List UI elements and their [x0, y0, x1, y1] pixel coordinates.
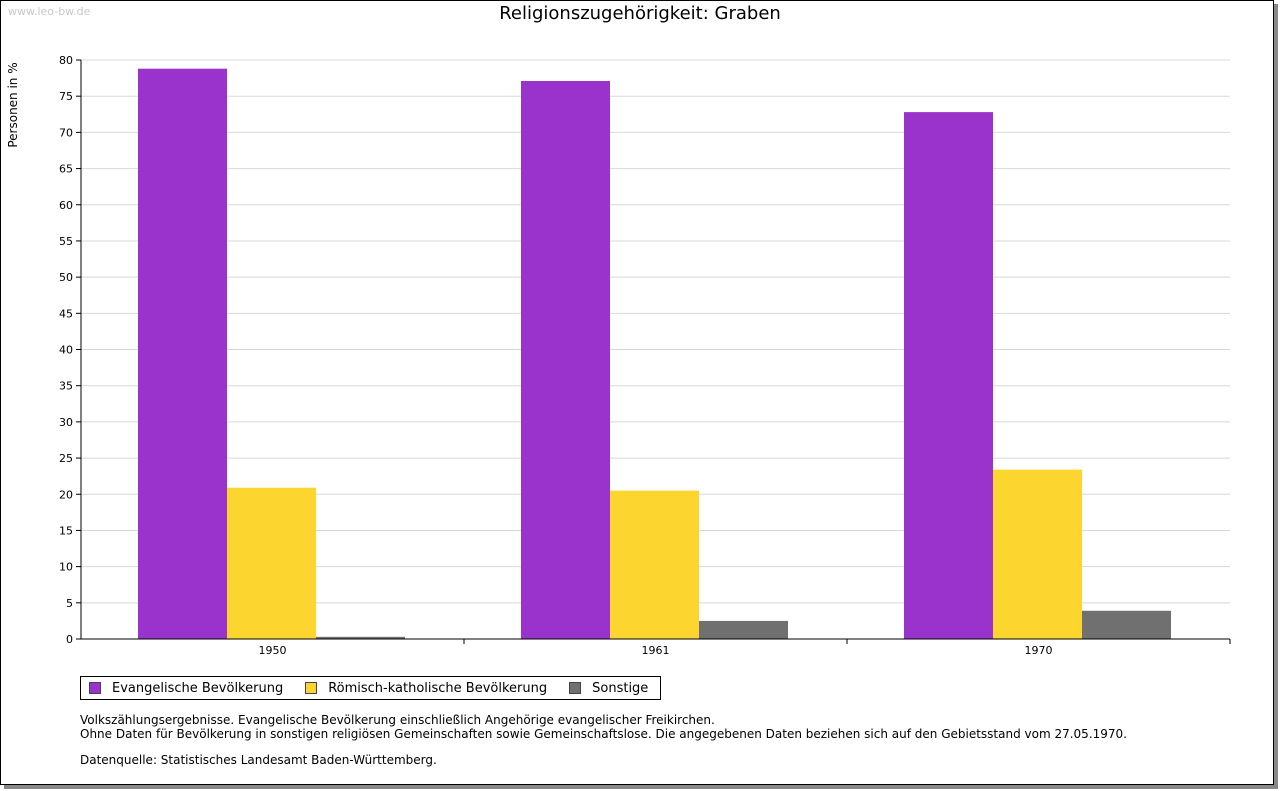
y-tick-label: 30: [59, 416, 73, 429]
legend: Evangelische Bevölkerung Römisch-katholi…: [80, 676, 662, 700]
legend-item-sonstige: Sonstige: [569, 681, 648, 696]
y-tick-label: 40: [59, 344, 73, 357]
legend-item-evangelisch: Evangelische Bevölkerung: [89, 681, 283, 696]
bar: [993, 469, 1082, 639]
y-tick-label: 25: [59, 452, 73, 465]
bar: [699, 620, 788, 639]
legend-swatch-sonstige: [569, 682, 582, 694]
y-tick-label: 75: [59, 90, 73, 103]
data-source: Datenquelle: Statistisches Landesamt Bad…: [80, 753, 437, 767]
y-tick-label: 60: [59, 199, 73, 212]
y-tick-label: 35: [59, 380, 73, 393]
bar: [610, 490, 699, 639]
y-tick-label: 50: [59, 271, 73, 284]
y-tick-label: 65: [59, 163, 73, 176]
bar: [138, 68, 227, 639]
note-line-1: Volkszählungsergebnisse. Evangelische Be…: [80, 713, 715, 727]
y-tick-label: 10: [59, 561, 73, 574]
bar-chart: 0 5 10 15 20 25 30 35 40 45 50 55 60 65 70 75 80 1950 1961…: [59, 54, 1231, 657]
bar: [227, 487, 316, 639]
y-tick-label: 70: [59, 126, 73, 139]
watermark: www.leo-bw.de: [8, 5, 91, 18]
y-tick-label: 20: [59, 488, 73, 501]
bar: [316, 636, 405, 639]
legend-swatch-katholisch: [305, 682, 318, 694]
y-tick-label: 15: [59, 524, 73, 537]
legend-label-evangelisch: Evangelische Bevölkerung: [112, 680, 284, 696]
legend-label-sonstige: Sonstige: [592, 680, 649, 696]
bar: [1082, 610, 1171, 639]
legend-swatch-evangelisch: [89, 682, 101, 694]
x-tick-label: 1970: [1025, 644, 1053, 657]
y-tick-label: 5: [66, 597, 73, 610]
legend-item-katholisch: Römisch-katholische Bevölkerung: [305, 681, 547, 696]
x-tick-label: 1950: [259, 644, 287, 657]
y-tick-label: 55: [59, 235, 73, 248]
chart-notes: Volkszählungsergebnisse. Evangelische Be…: [80, 713, 1127, 767]
y-tick-label: 80: [59, 54, 73, 67]
y-tick-label: 45: [59, 307, 73, 320]
y-tick-label: 0: [66, 633, 73, 646]
legend-label-katholisch: Römisch-katholische Bevölkerung: [328, 680, 548, 696]
note-line-2: Ohne Daten für Bevölkerung in sonstigen …: [80, 727, 1127, 741]
bar: [521, 80, 610, 639]
x-tick-label: 1961: [642, 644, 670, 657]
bar: [904, 112, 993, 640]
chart-title: Religionszugehörigkeit: Graben: [499, 3, 781, 24]
